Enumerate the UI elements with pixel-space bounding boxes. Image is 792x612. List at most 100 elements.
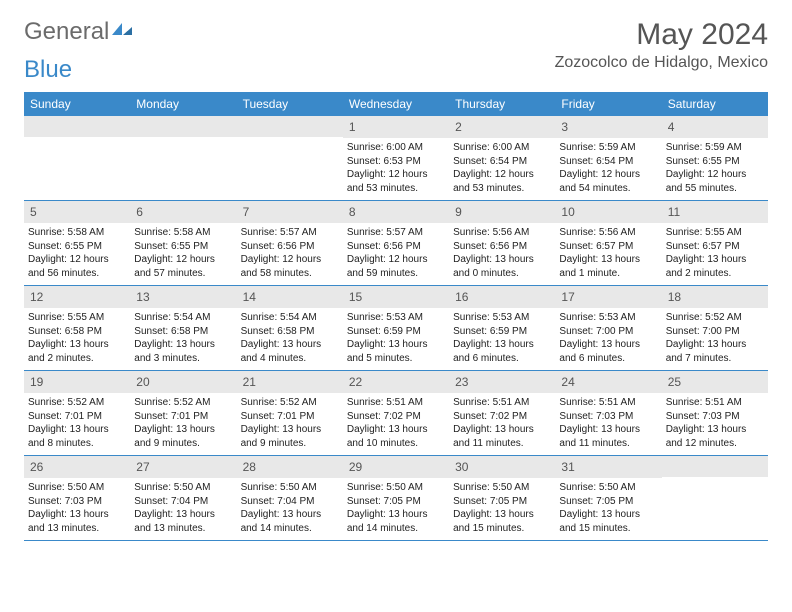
- logo-text-1: General: [24, 18, 109, 46]
- sunset-text: Sunset: 6:59 PM: [347, 325, 445, 339]
- day-details: Sunrise: 5:52 AMSunset: 7:01 PMDaylight:…: [130, 396, 236, 450]
- day-number: 9: [449, 201, 555, 223]
- daylight-line2: and 15 minutes.: [559, 522, 657, 536]
- sunrise-text: Sunrise: 5:57 AM: [347, 226, 445, 240]
- sunset-text: Sunset: 7:05 PM: [559, 495, 657, 509]
- daylight-line2: and 5 minutes.: [347, 352, 445, 366]
- daylight-line2: and 13 minutes.: [28, 522, 126, 536]
- sunset-text: Sunset: 7:02 PM: [453, 410, 551, 424]
- day-cell: 26Sunrise: 5:50 AMSunset: 7:03 PMDayligh…: [24, 456, 130, 540]
- sunset-text: Sunset: 6:55 PM: [28, 240, 126, 254]
- day-number: 5: [24, 201, 130, 223]
- day-number: 15: [343, 286, 449, 308]
- weekday-header: Friday: [555, 92, 661, 116]
- daylight-line2: and 12 minutes.: [666, 437, 764, 451]
- day-details: Sunrise: 5:50 AMSunset: 7:04 PMDaylight:…: [130, 481, 236, 535]
- day-cell: [130, 116, 236, 200]
- sunset-text: Sunset: 6:56 PM: [347, 240, 445, 254]
- sunrise-text: Sunrise: 5:52 AM: [28, 396, 126, 410]
- sunrise-text: Sunrise: 5:50 AM: [453, 481, 551, 495]
- daylight-line1: Daylight: 13 hours: [241, 423, 339, 437]
- week-row: 19Sunrise: 5:52 AMSunset: 7:01 PMDayligh…: [24, 371, 768, 456]
- daylight-line2: and 53 minutes.: [347, 182, 445, 196]
- daylight-line1: Daylight: 13 hours: [347, 508, 445, 522]
- sunset-text: Sunset: 7:01 PM: [241, 410, 339, 424]
- sunrise-text: Sunrise: 5:54 AM: [134, 311, 232, 325]
- day-cell: 4Sunrise: 5:59 AMSunset: 6:55 PMDaylight…: [662, 116, 768, 200]
- daylight-line2: and 57 minutes.: [134, 267, 232, 281]
- daylight-line2: and 11 minutes.: [559, 437, 657, 451]
- day-details: Sunrise: 5:50 AMSunset: 7:05 PMDaylight:…: [555, 481, 661, 535]
- daylight-line1: Daylight: 12 hours: [347, 253, 445, 267]
- day-number: 27: [130, 456, 236, 478]
- sunset-text: Sunset: 7:01 PM: [134, 410, 232, 424]
- sunset-text: Sunset: 6:53 PM: [347, 155, 445, 169]
- day-cell: 11Sunrise: 5:55 AMSunset: 6:57 PMDayligh…: [662, 201, 768, 285]
- day-number: 29: [343, 456, 449, 478]
- day-number: 31: [555, 456, 661, 478]
- day-cell: 27 Sunrise: 5:50 AMSunset: 7:04 PMDayligh…: [130, 456, 236, 540]
- week-row: 26Sunrise: 5:50 AMSunset: 7:03 PMDayligh…: [24, 456, 768, 541]
- day-cell: 22Sunrise: 5:51 AMSunset: 7:02 PMDayligh…: [343, 371, 449, 455]
- sunset-text: Sunset: 7:05 PM: [347, 495, 445, 509]
- day-details: Sunrise: 6:00 AMSunset: 6:54 PMDaylight:…: [449, 141, 555, 195]
- day-details: Sunrise: 5:53 AMSunset: 7:00 PMDaylight:…: [555, 311, 661, 365]
- sunset-text: Sunset: 6:56 PM: [241, 240, 339, 254]
- day-number: 28: [237, 456, 343, 478]
- day-cell: 18Sunrise: 5:52 AMSunset: 7:00 PMDayligh…: [662, 286, 768, 370]
- sunset-text: Sunset: 7:04 PM: [241, 495, 339, 509]
- daylight-line1: Daylight: 13 hours: [134, 338, 232, 352]
- weekday-header: Sunday: [24, 92, 130, 116]
- sunset-text: Sunset: 6:58 PM: [241, 325, 339, 339]
- sunrise-text: Sunrise: 5:55 AM: [28, 311, 126, 325]
- daylight-line1: Daylight: 13 hours: [559, 423, 657, 437]
- day-number: 17: [555, 286, 661, 308]
- daylight-line1: Daylight: 13 hours: [453, 423, 551, 437]
- daylight-line1: Daylight: 12 hours: [453, 168, 551, 182]
- sunset-text: Sunset: 7:05 PM: [453, 495, 551, 509]
- sunrise-text: Sunrise: 5:50 AM: [134, 481, 232, 495]
- sunrise-text: Sunrise: 5:52 AM: [134, 396, 232, 410]
- day-number: 18: [662, 286, 768, 308]
- day-number: 13: [130, 286, 236, 308]
- day-number: 7: [237, 201, 343, 223]
- day-cell: 15 Sunrise: 5:53 AMSunset: 6:59 PMDayligh…: [343, 286, 449, 370]
- day-number: 22: [343, 371, 449, 393]
- day-cell: 28Sunrise: 5:50 AMSunset: 7:04 PMDayligh…: [237, 456, 343, 540]
- day-number-empty: [237, 116, 343, 137]
- day-cell: [662, 456, 768, 540]
- day-number: 25: [662, 371, 768, 393]
- daylight-line2: and 56 minutes.: [28, 267, 126, 281]
- day-details: Sunrise: 5:50 AMSunset: 7:03 PMDaylight:…: [24, 481, 130, 535]
- day-details: Sunrise: 5:51 AMSunset: 7:03 PMDaylight:…: [555, 396, 661, 450]
- sunrise-text: Sunrise: 5:59 AM: [666, 141, 764, 155]
- day-cell: 24Sunrise: 5:51 AMSunset: 7:03 PMDayligh…: [555, 371, 661, 455]
- day-details: Sunrise: 5:53 AMSunset: 6:59 PMDaylight:…: [343, 311, 449, 365]
- day-details: Sunrise: 5:56 AMSunset: 6:56 PMDaylight:…: [449, 226, 555, 280]
- sunrise-text: Sunrise: 6:00 AM: [453, 141, 551, 155]
- daylight-line1: Daylight: 13 hours: [559, 253, 657, 267]
- daylight-line1: Daylight: 12 hours: [666, 168, 764, 182]
- daylight-line1: Daylight: 12 hours: [241, 253, 339, 267]
- daylight-line1: Daylight: 13 hours: [347, 338, 445, 352]
- daylight-line1: Daylight: 12 hours: [134, 253, 232, 267]
- sunrise-text: Sunrise: 5:55 AM: [666, 226, 764, 240]
- title-block: May 2024 Zozocolco de Hidalgo, Mexico: [555, 18, 768, 72]
- daylight-line2: and 9 minutes.: [241, 437, 339, 451]
- day-number-empty: [662, 456, 768, 477]
- day-details: Sunrise: 5:56 AMSunset: 6:57 PMDaylight:…: [555, 226, 661, 280]
- day-details: Sunrise: 5:53 AMSunset: 6:59 PMDaylight:…: [449, 311, 555, 365]
- daylight-line2: and 9 minutes.: [134, 437, 232, 451]
- sunrise-text: Sunrise: 5:51 AM: [347, 396, 445, 410]
- weeks-container: 1Sunrise: 6:00 AMSunset: 6:53 PMDaylight…: [24, 116, 768, 541]
- sunset-text: Sunset: 6:54 PM: [559, 155, 657, 169]
- daylight-line1: Daylight: 13 hours: [666, 253, 764, 267]
- calendar-grid: SundayMondayTuesdayWednesdayThursdayFrid…: [24, 92, 768, 541]
- day-number: 14: [237, 286, 343, 308]
- day-cell: 30Sunrise: 5:50 AMSunset: 7:05 PMDayligh…: [449, 456, 555, 540]
- daylight-line1: Daylight: 13 hours: [28, 508, 126, 522]
- day-cell: 1Sunrise: 6:00 AMSunset: 6:53 PMDaylight…: [343, 116, 449, 200]
- day-number: 10: [555, 201, 661, 223]
- day-cell: 29Sunrise: 5:50 AMSunset: 7:05 PMDayligh…: [343, 456, 449, 540]
- sunrise-text: Sunrise: 6:00 AM: [347, 141, 445, 155]
